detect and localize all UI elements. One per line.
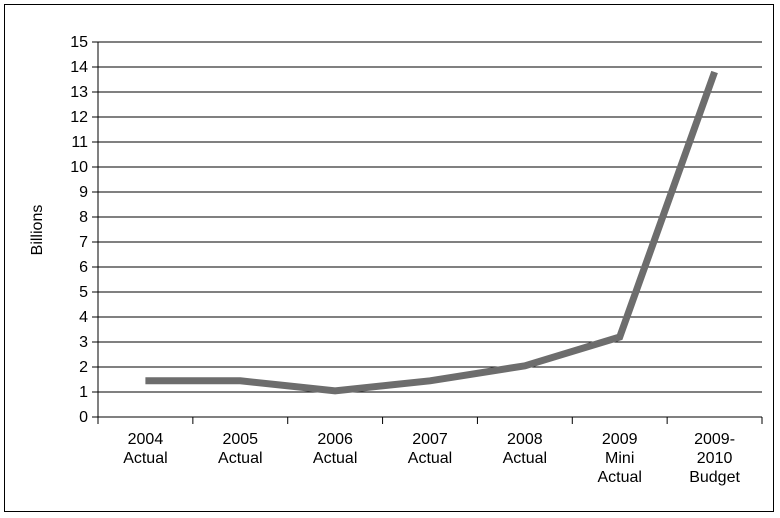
x-tick-label-4: 2008 Actual (503, 431, 547, 467)
x-tick-label-line: 2007 (412, 431, 448, 448)
y-tick-label: 2 (79, 359, 88, 376)
y-tick-label: 0 (79, 409, 88, 426)
x-tick-label-line: Actual (597, 469, 641, 486)
x-tick-label-5: 2009 Mini Actual (597, 431, 641, 486)
x-axis-tick-labels: 2004 Actual 2005 Actual 2006 Actual 2007 Actual… (123, 431, 740, 486)
y-tick-label: 10 (70, 159, 88, 176)
y-tick-label: 14 (70, 59, 88, 76)
y-tick-label: 13 (70, 84, 88, 101)
x-tick-label-line: Actual (123, 450, 167, 467)
x-tick-label-line: 2010 (697, 450, 733, 467)
y-tick-label: 4 (79, 309, 88, 326)
grid-lines (92, 41, 762, 418)
y-tick-label: 1 (79, 384, 88, 401)
x-tick-label-line: Budget (689, 469, 740, 486)
x-tick-label-line: 2009- (694, 431, 735, 448)
x-tick-label-line: Actual (408, 450, 452, 467)
x-tick-label-0: 2004 Actual (123, 431, 167, 467)
x-tick-label-line: 2005 (222, 431, 258, 448)
x-tick-label-2: 2006 Actual (313, 431, 357, 467)
series-group (145, 70, 718, 395)
y-axis-title: Billions (29, 205, 46, 256)
y-tick-label: 15 (70, 34, 88, 51)
x-tick-label-line: 2009 (602, 431, 638, 448)
x-tick-label-6: 2009- 2010 Budget (689, 431, 740, 486)
y-tick-label: 7 (79, 234, 88, 251)
y-tick-label: 9 (79, 184, 88, 201)
x-tick-label-line: Actual (503, 450, 547, 467)
x-tick-label-line: 2008 (507, 431, 543, 448)
x-tick-label-line: 2006 (317, 431, 353, 448)
x-tick-label-line: Actual (218, 450, 262, 467)
y-tick-label: 3 (79, 334, 88, 351)
series-line-0 (145, 70, 718, 395)
y-tick-label: 5 (79, 284, 88, 301)
y-tick-label: 12 (70, 109, 88, 126)
x-tick-label-line: Mini (605, 450, 634, 467)
x-tick-label-line: 2004 (128, 431, 164, 448)
y-tick-label: 6 (79, 259, 88, 276)
y-tick-label: 11 (71, 134, 88, 151)
x-tick-label-3: 2007 Actual (408, 431, 452, 467)
y-tick-label: 8 (79, 209, 88, 226)
x-tick-label-1: 2005 Actual (218, 431, 262, 467)
axes (97, 42, 763, 424)
x-tick-label-line: Actual (313, 450, 357, 467)
